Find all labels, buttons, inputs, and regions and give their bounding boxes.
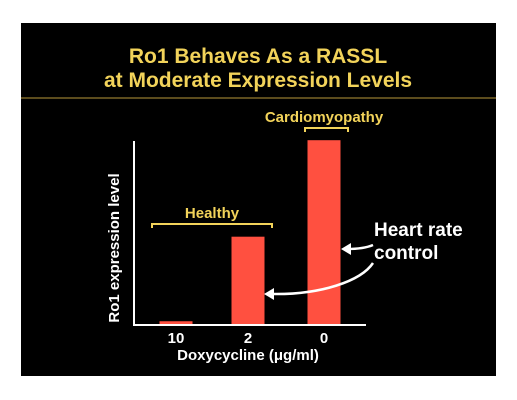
healthy-label: Healthy	[185, 205, 240, 222]
y-axis-label: Ro1 expression level	[106, 173, 123, 322]
heart-rate-label-line-1: Heart rate	[374, 220, 463, 241]
chart: Ro1 Behaves As a RASSL at Moderate Expre…	[21, 45, 496, 364]
x-tick-label-10: 10	[168, 330, 185, 347]
title-line-1: Ro1 Behaves As a RASSL	[129, 45, 387, 68]
x-tick-labels: 10 2 0	[168, 330, 329, 347]
arrow-to-healthy-bar-head	[264, 288, 274, 300]
slide: Ro1 Behaves As a RASSL at Moderate Expre…	[21, 23, 496, 376]
healthy-bracket	[151, 223, 273, 228]
title-line-2: at Moderate Expression Levels	[104, 69, 412, 92]
heart-rate-label-line-2: control	[374, 243, 438, 264]
arrow-to-cardiomyopathy-bar-head	[341, 243, 351, 255]
arrow-to-healthy-bar	[270, 262, 375, 296]
bar-2	[231, 236, 265, 324]
cardiomyopathy-label: Cardiomyopathy	[265, 109, 384, 126]
bars	[159, 140, 341, 324]
cardiomyopathy-bracket	[304, 127, 349, 132]
x-tick-label-0: 0	[320, 330, 328, 347]
x-tick-label-2: 2	[244, 330, 252, 347]
bar-0	[307, 140, 341, 324]
bar-10	[159, 321, 193, 324]
x-axis-label: Doxycycline (μg/ml)	[177, 347, 319, 364]
